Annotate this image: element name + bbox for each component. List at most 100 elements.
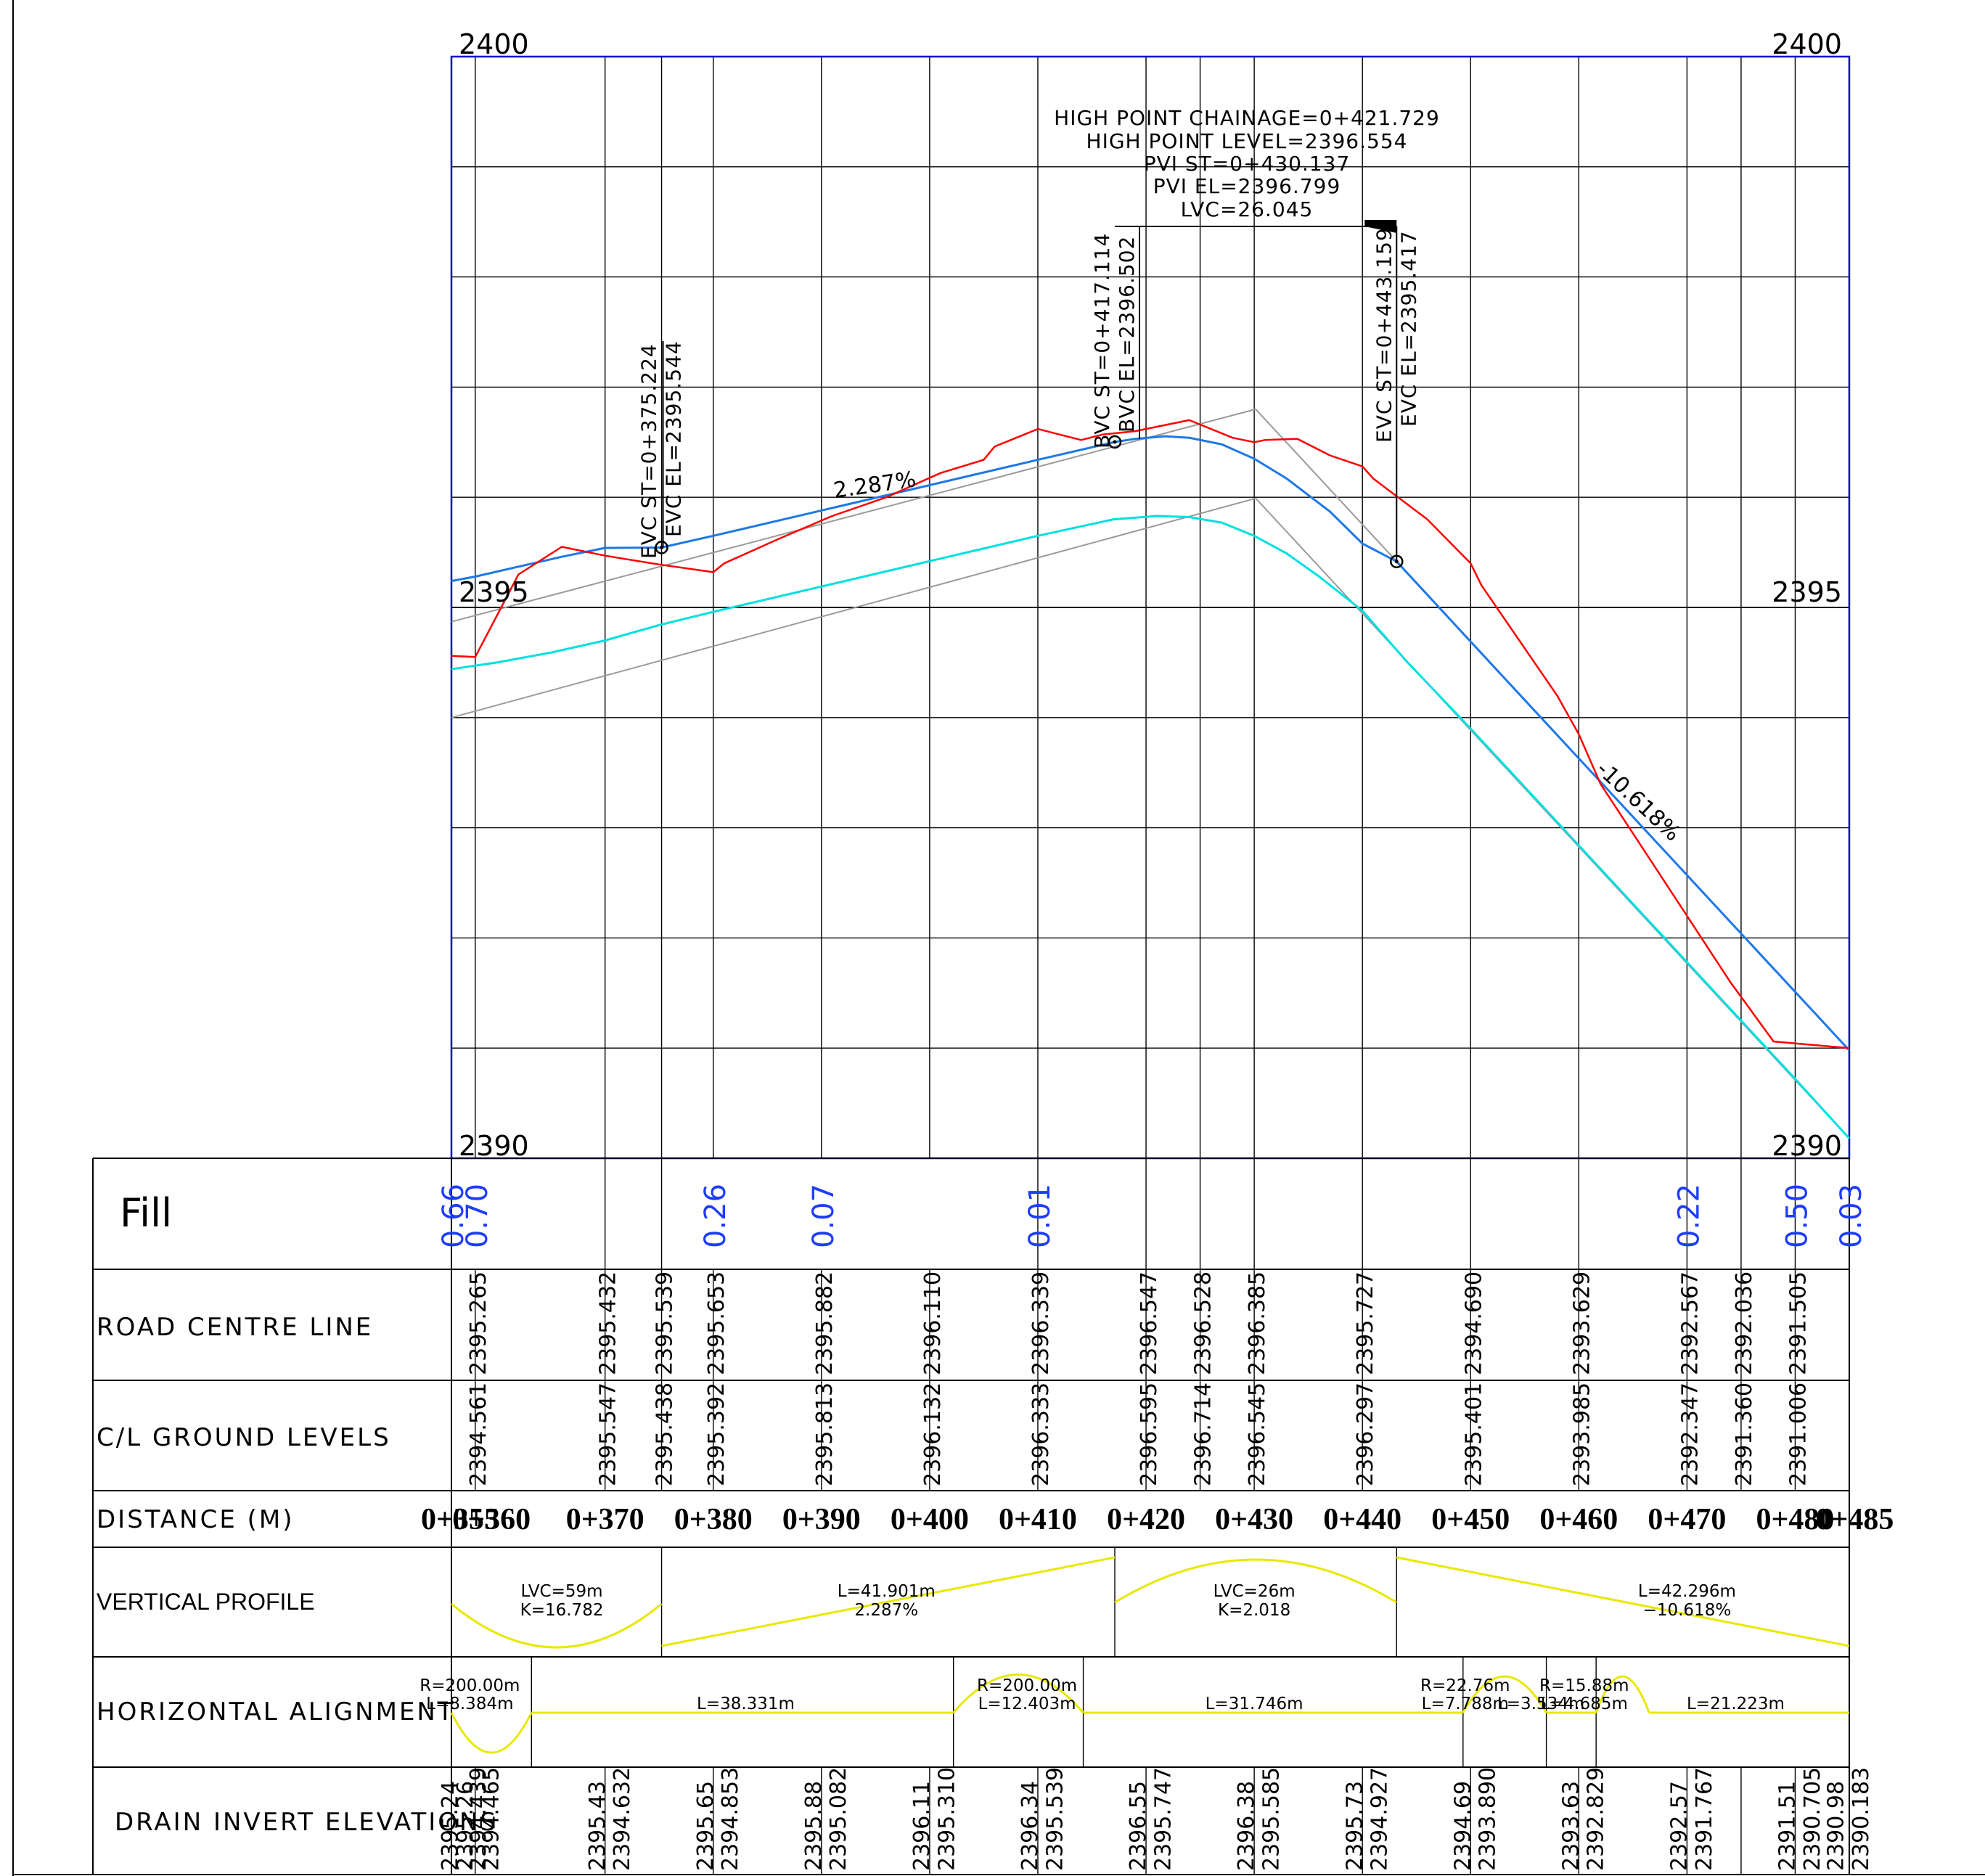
fill-value: 0.50 bbox=[1780, 1184, 1814, 1248]
profile-table-text: Fill ROAD CENTRE LINE C/L GROUND LEVELS DIS… bbox=[97, 1184, 1894, 1871]
evc1-elevation-label: EVC EL=2395.544 bbox=[662, 340, 686, 537]
drain-invert-value: 2394.465 bbox=[479, 1767, 504, 1871]
high-point-annotation: HIGH POINT LEVEL=2396.554 bbox=[1086, 129, 1408, 153]
y-axis-label-left: 2390 bbox=[459, 1130, 529, 1162]
road-centre-value: 2396.385 bbox=[1245, 1271, 1270, 1375]
fill-value: 0.22 bbox=[1672, 1184, 1706, 1248]
horizontal-alignment-label: L=4.685m bbox=[1541, 1695, 1628, 1713]
road-centre-value: 2392.036 bbox=[1732, 1271, 1757, 1375]
horizontal-alignment-label: L=8.384m bbox=[426, 1695, 513, 1713]
evc2-elevation-label: EVC EL=2395.417 bbox=[1396, 230, 1420, 427]
drain-invert-value: 2394.69 bbox=[1450, 1781, 1476, 1871]
ground-level-value: 2391.006 bbox=[1785, 1383, 1811, 1486]
drain-invert-value: 2390.183 bbox=[1849, 1767, 1874, 1871]
chainage-label: 0+355 bbox=[421, 1503, 499, 1536]
drain-invert-value: 2394.853 bbox=[718, 1767, 743, 1871]
curve-point-marker bbox=[1108, 435, 1122, 449]
chainage-label: 0+370 bbox=[566, 1503, 644, 1536]
lvc-arrow-head bbox=[1364, 220, 1397, 233]
drain-invert-value: 2395.73 bbox=[1342, 1781, 1367, 1871]
drain-invert-value: 2395.26 bbox=[453, 1781, 478, 1871]
drain-invert-line bbox=[451, 515, 1851, 1139]
drain-invert-value: 2396.38 bbox=[1234, 1781, 1259, 1871]
chainage-label: 0+390 bbox=[782, 1503, 861, 1536]
y-axis-label-left: 2400 bbox=[459, 28, 529, 60]
drain-invert-value: 2395.24 bbox=[438, 1781, 463, 1871]
drain-invert-value: 2395.65 bbox=[693, 1781, 719, 1871]
table-row-header: Fill bbox=[120, 1190, 172, 1236]
ground-level-value: 2394.561 bbox=[466, 1383, 491, 1486]
drain-invert-value: 2394.927 bbox=[1367, 1767, 1393, 1871]
table-row-header: DRAIN INVERT ELEVATIONS bbox=[115, 1808, 498, 1837]
vertical-crest-curve bbox=[1114, 1558, 1398, 1604]
drain-invert-value: 2395.585 bbox=[1258, 1767, 1284, 1871]
drain-invert-value: 2395.082 bbox=[826, 1767, 851, 1871]
road-centre-value: 2395.653 bbox=[704, 1271, 729, 1375]
y-axis-label-left: 2395 bbox=[459, 576, 529, 608]
evc2-station-label: EVC ST=0+443.159 bbox=[1372, 227, 1396, 443]
fill-value: 0.66 bbox=[437, 1184, 470, 1248]
road-centre-value: 2396.528 bbox=[1191, 1271, 1216, 1375]
fill-value: 0.07 bbox=[807, 1184, 840, 1248]
road-centre-value: 2394.690 bbox=[1461, 1271, 1486, 1375]
table-row-header: ROAD CENTRE LINE bbox=[97, 1313, 373, 1342]
table-row-header: DISTANCE (M) bbox=[97, 1505, 295, 1534]
chainage-label: 0+440 bbox=[1323, 1503, 1401, 1536]
horizontal-curve bbox=[952, 1674, 1084, 1713]
drain-invert-value: 2395.539 bbox=[1042, 1767, 1068, 1871]
table-row-header: HORIZONTAL ALIGNMENT bbox=[97, 1697, 455, 1727]
ground-level-value: 2391.360 bbox=[1732, 1383, 1757, 1486]
fill-value: 0.26 bbox=[699, 1184, 732, 1248]
ground-level-line bbox=[451, 419, 1850, 1049]
ground-level-value: 2392.347 bbox=[1677, 1383, 1703, 1486]
chainage-label: 0+460 bbox=[1539, 1503, 1618, 1536]
grade-label-2: -10.618% bbox=[1592, 756, 1685, 846]
road-centre-value: 2391.505 bbox=[1785, 1271, 1811, 1375]
vertical-profile-label: LVC=59m bbox=[521, 1582, 603, 1601]
road-centre-value: 2395.539 bbox=[652, 1271, 678, 1375]
drain-invert-value: 2396.11 bbox=[909, 1781, 935, 1871]
y-axis-label-right: 2390 bbox=[1772, 1130, 1842, 1162]
ground-level-value: 2395.813 bbox=[812, 1383, 838, 1486]
vertical-profile-label: K=16.782 bbox=[520, 1601, 604, 1620]
fill-value: 0.03 bbox=[1835, 1184, 1868, 1248]
road-centre-value: 2392.567 bbox=[1677, 1271, 1703, 1375]
ground-level-value: 2395.438 bbox=[652, 1383, 678, 1486]
horizontal-alignment-label: R=22.76m bbox=[1420, 1676, 1510, 1695]
drain-invert-value: 2392.829 bbox=[1584, 1767, 1609, 1871]
drain-invert-value: 2390.705 bbox=[1800, 1767, 1825, 1871]
horizontal-alignment-label: L=12.403m bbox=[978, 1695, 1076, 1713]
vertical-profile-label: −10.618% bbox=[1643, 1601, 1732, 1620]
table-row-header: C/L GROUND LEVELS bbox=[97, 1423, 391, 1452]
bvc-elevation-label: BVC EL=2396.502 bbox=[1115, 236, 1139, 433]
chainage-label: 0+410 bbox=[999, 1503, 1077, 1536]
evc1-station-label: EVC ST=0+375.224 bbox=[637, 343, 661, 559]
drain-invert-value: 2395.747 bbox=[1150, 1767, 1176, 1871]
drain-invert-value: 2394.439 bbox=[466, 1767, 491, 1871]
road-centre-value: 2395.265 bbox=[466, 1271, 491, 1375]
chainage-label: 0+485 bbox=[1815, 1503, 1894, 1536]
ground-level-value: 2396.595 bbox=[1137, 1383, 1162, 1486]
drain-invert-value: 2391.51 bbox=[1775, 1781, 1801, 1871]
profile-grid bbox=[12, 0, 1985, 1876]
ground-level-value: 2396.297 bbox=[1353, 1383, 1378, 1486]
horizontal-alignment-label: L=3.534m bbox=[1497, 1695, 1584, 1713]
vertical-profile-label: L=42.296m bbox=[1638, 1582, 1736, 1601]
bvc-station-label: BVC ST=0+417.114 bbox=[1090, 233, 1114, 448]
profile-table-lines bbox=[92, 1158, 1850, 1875]
horizontal-alignment-label: L=31.746m bbox=[1206, 1695, 1303, 1713]
drain-invert-value: 2394.632 bbox=[610, 1767, 635, 1871]
horizontal-curve bbox=[450, 1712, 533, 1754]
horizontal-alignment-label: L=21.223m bbox=[1687, 1695, 1785, 1713]
fill-value: 0.01 bbox=[1023, 1184, 1057, 1248]
drain-invert-value: 2395.310 bbox=[934, 1767, 959, 1871]
ground-level-value: 2396.545 bbox=[1245, 1383, 1270, 1486]
chainage-label: 0+450 bbox=[1431, 1503, 1510, 1536]
chainage-label: 0+470 bbox=[1648, 1503, 1726, 1536]
chainage-label: 0+380 bbox=[674, 1503, 753, 1536]
chainage-label: 0+420 bbox=[1107, 1503, 1185, 1536]
horizontal-curve bbox=[1595, 1675, 1650, 1713]
ground-level-value: 2395.547 bbox=[596, 1383, 621, 1486]
road-centre-value: 2396.547 bbox=[1137, 1271, 1162, 1375]
drain-invert-value: 2391.767 bbox=[1692, 1767, 1717, 1871]
